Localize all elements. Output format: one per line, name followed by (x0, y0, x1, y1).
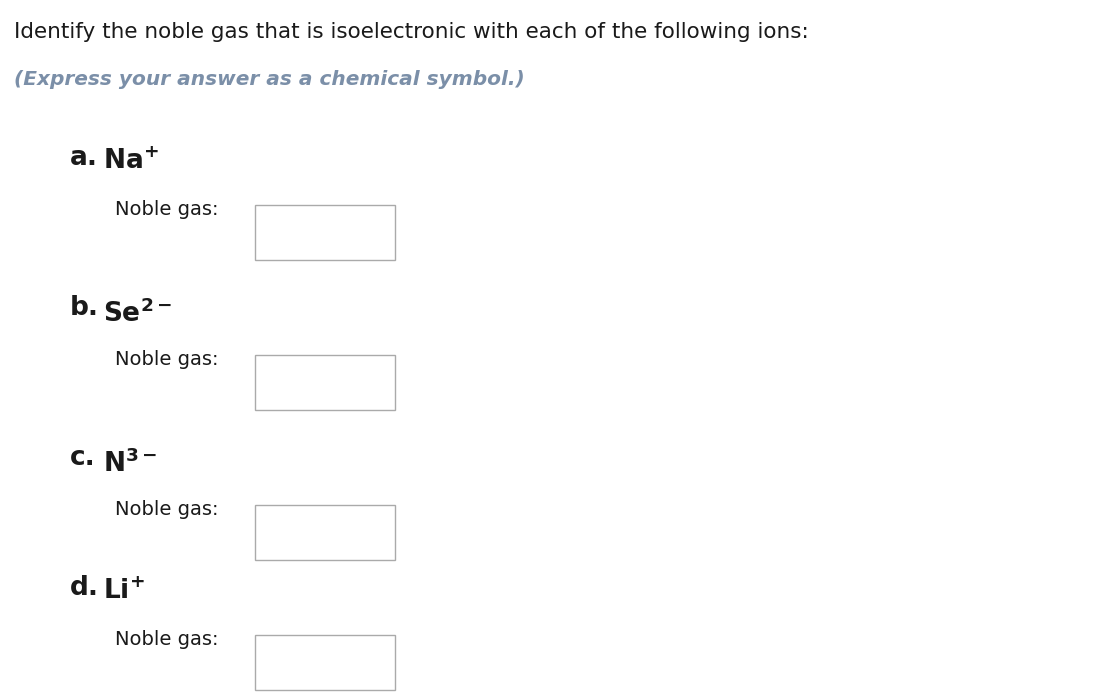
Text: $\bf{N}^{3-}$: $\bf{N}^{3-}$ (103, 449, 157, 477)
Text: Noble gas:: Noble gas: (115, 200, 219, 219)
Text: (Express your answer as a chemical symbol.): (Express your answer as a chemical symbo… (15, 70, 525, 89)
Text: Noble gas:: Noble gas: (115, 630, 219, 649)
Text: $\bf{Li}^{+}$: $\bf{Li}^{+}$ (103, 579, 145, 606)
Text: c.: c. (70, 445, 96, 471)
Text: Noble gas:: Noble gas: (115, 350, 219, 369)
Text: b.: b. (70, 295, 99, 321)
Text: $\bf{Se}^{2-}$: $\bf{Se}^{2-}$ (103, 299, 172, 328)
Text: Noble gas:: Noble gas: (115, 500, 219, 519)
Text: Identify the noble gas that is isoelectronic with each of the following ions:: Identify the noble gas that is isoelectr… (15, 22, 809, 42)
Text: $\bf{Na}^{+}$: $\bf{Na}^{+}$ (103, 149, 158, 176)
Text: a.: a. (70, 145, 98, 171)
Text: d.: d. (70, 575, 99, 601)
